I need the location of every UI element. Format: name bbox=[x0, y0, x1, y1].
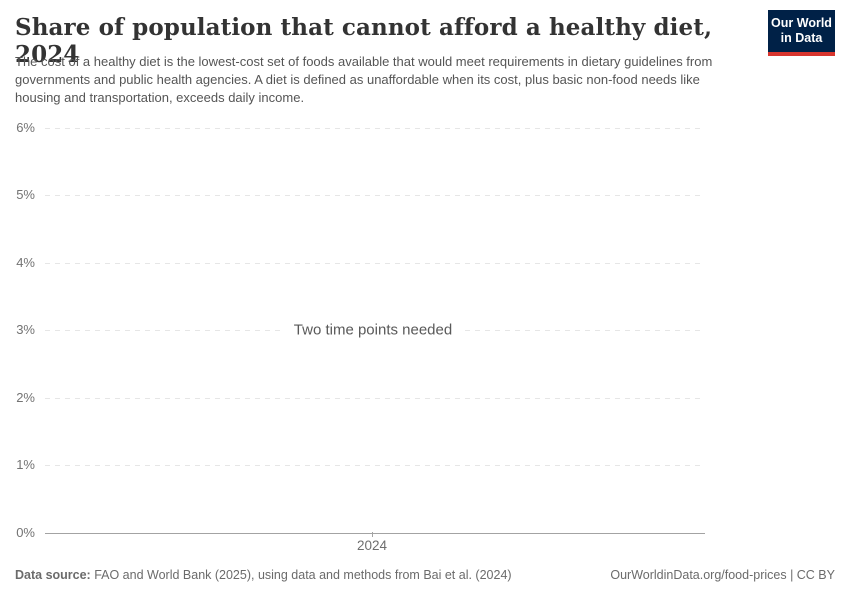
data-source-label: Data source: bbox=[15, 568, 91, 582]
y-gridline bbox=[45, 195, 705, 196]
chart-subtitle: The cost of a healthy diet is the lowest… bbox=[15, 54, 713, 105]
owid-logo-line1: Our World bbox=[771, 16, 832, 30]
y-axis-tick-label: 2% bbox=[16, 389, 35, 405]
data-source-line: Data source: FAO and World Bank (2025), … bbox=[15, 568, 512, 582]
y-gridline bbox=[45, 397, 705, 399]
x-axis-tick-label: 2024 bbox=[356, 538, 388, 553]
chart-title: Share of population that cannot afford a… bbox=[15, 14, 713, 68]
y-axis-tick-label: 1% bbox=[16, 457, 35, 472]
y-axis-tick-label: 3% bbox=[16, 322, 35, 337]
y-axis-tick-label: 0% bbox=[16, 524, 35, 540]
owid-logo[interactable]: Our World in Data bbox=[768, 10, 835, 56]
y-axis-tick-label: 6% bbox=[16, 119, 35, 135]
owid-logo-line2: in Data bbox=[780, 31, 823, 45]
y-axis-tick-label: 4% bbox=[16, 254, 35, 270]
x-axis-tick bbox=[372, 532, 373, 537]
footer-link[interactable]: OurWorldinData.org/food-prices | CC BY bbox=[610, 568, 835, 582]
data-source-text: FAO and World Bank (2025), using data an… bbox=[90, 568, 512, 582]
y-gridline bbox=[45, 262, 705, 264]
no-data-message: Two time points needed bbox=[283, 319, 463, 341]
chart-footer: Data source: FAO and World Bank (2025), … bbox=[15, 568, 835, 582]
y-axis-tick-label: 5% bbox=[16, 187, 35, 202]
y-gridline bbox=[45, 127, 705, 129]
y-gridline bbox=[45, 465, 705, 466]
x-axis-line bbox=[45, 532, 705, 534]
